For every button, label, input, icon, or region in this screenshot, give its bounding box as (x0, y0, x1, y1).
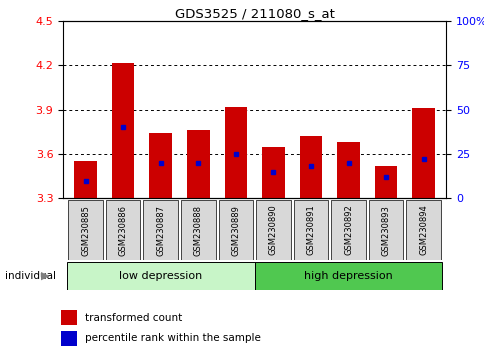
Bar (61, 310, 77, 325)
Bar (74, 161, 97, 198)
Bar (261, 147, 284, 198)
Bar (187, 130, 209, 198)
Bar (224, 107, 247, 198)
Text: GSM230887: GSM230887 (156, 205, 165, 256)
Bar (254, 262, 441, 290)
Text: percentile rank within the sample: percentile rank within the sample (85, 333, 260, 343)
Text: GSM230894: GSM230894 (418, 205, 427, 256)
Text: GSM230893: GSM230893 (381, 205, 390, 256)
Text: GSM230888: GSM230888 (194, 205, 202, 256)
Text: high depression: high depression (303, 271, 392, 281)
Text: transformed count: transformed count (85, 313, 182, 323)
Text: GSM230885: GSM230885 (81, 205, 90, 256)
Bar (106, 200, 140, 260)
Text: GSM230891: GSM230891 (306, 205, 315, 256)
Bar (67, 262, 254, 290)
Bar (293, 200, 328, 260)
Bar (406, 200, 440, 260)
Bar (181, 200, 215, 260)
Bar (61, 331, 77, 346)
Bar (336, 142, 359, 198)
Bar (112, 63, 134, 198)
Bar (143, 200, 178, 260)
Text: GSM230892: GSM230892 (343, 205, 352, 256)
Text: GSM230889: GSM230889 (231, 205, 240, 256)
Bar (256, 200, 290, 260)
Bar (68, 200, 103, 260)
Text: low depression: low depression (119, 271, 202, 281)
Bar (411, 108, 434, 198)
Bar (374, 166, 396, 198)
Bar (149, 133, 172, 198)
Text: individual: individual (5, 271, 56, 281)
Bar (218, 200, 253, 260)
Text: GSM230886: GSM230886 (119, 205, 127, 256)
Title: GDS3525 / 211080_s_at: GDS3525 / 211080_s_at (174, 7, 334, 20)
Bar (299, 136, 321, 198)
Text: ▶: ▶ (41, 271, 50, 281)
Bar (331, 200, 365, 260)
Bar (368, 200, 403, 260)
Text: GSM230890: GSM230890 (268, 205, 277, 256)
